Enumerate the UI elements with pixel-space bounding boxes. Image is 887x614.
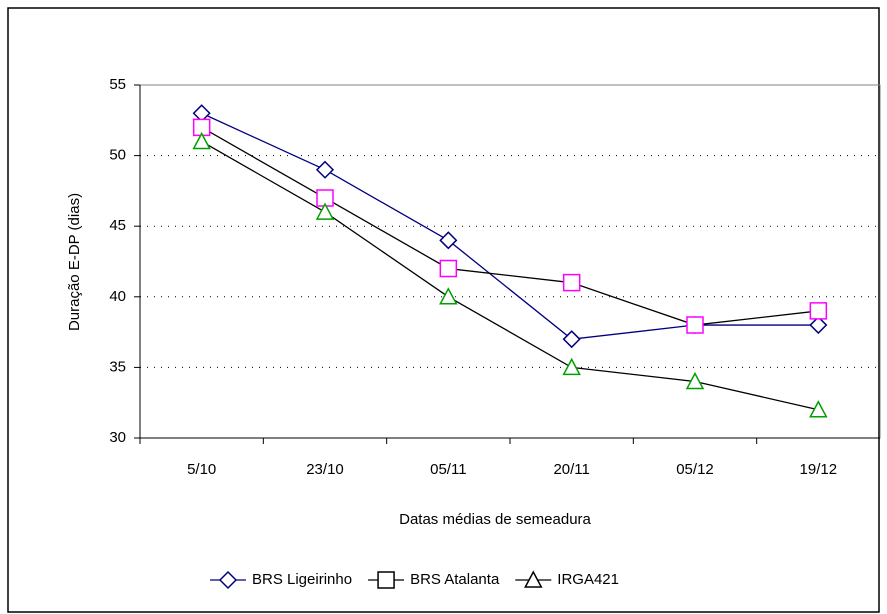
data-point	[809, 400, 828, 418]
y-axis-label: Duração E-DP (dias)	[66, 193, 83, 331]
data-point	[315, 202, 335, 220]
legend-label: BRS Atalanta	[410, 571, 500, 588]
data-point	[439, 259, 458, 278]
data-point	[439, 287, 458, 305]
y-tick-label: 45	[109, 217, 126, 234]
data-point	[562, 357, 581, 376]
legend-marker	[377, 571, 395, 589]
data-point	[192, 131, 211, 150]
data-point	[315, 160, 335, 179]
chart-border	[7, 7, 880, 613]
x-tick-label: 19/12	[800, 461, 838, 478]
legend-label: IRGA421	[557, 571, 619, 588]
x-tick-label: 5/10	[187, 461, 216, 478]
legend-marker	[218, 570, 238, 590]
legend-label: BRS Ligeirinho	[252, 571, 352, 588]
legend-marker	[524, 570, 543, 588]
y-tick-label: 35	[109, 358, 126, 375]
y-tick-label: 55	[109, 76, 126, 93]
data-point	[686, 316, 704, 334]
y-tick-label: 40	[109, 288, 126, 305]
series-line	[201, 112, 819, 340]
x-tick-label: 05/11	[430, 461, 466, 478]
y-tick-label: 50	[109, 147, 126, 164]
x-tick-label: 23/10	[306, 461, 344, 478]
data-point	[562, 273, 581, 292]
series-line	[201, 140, 819, 411]
data-point	[439, 231, 458, 250]
data-point	[809, 315, 828, 335]
x-tick-label: 05/12	[676, 461, 714, 478]
data-point	[685, 371, 705, 390]
y-tick-label: 30	[109, 429, 126, 446]
data-point	[192, 118, 211, 137]
x-tick-label: 20/11	[553, 461, 589, 478]
data-point	[809, 302, 828, 320]
data-point	[316, 189, 334, 207]
series-line	[201, 126, 819, 326]
data-point	[562, 330, 581, 349]
x-axis-label: Datas médias de semeadura	[399, 511, 591, 528]
